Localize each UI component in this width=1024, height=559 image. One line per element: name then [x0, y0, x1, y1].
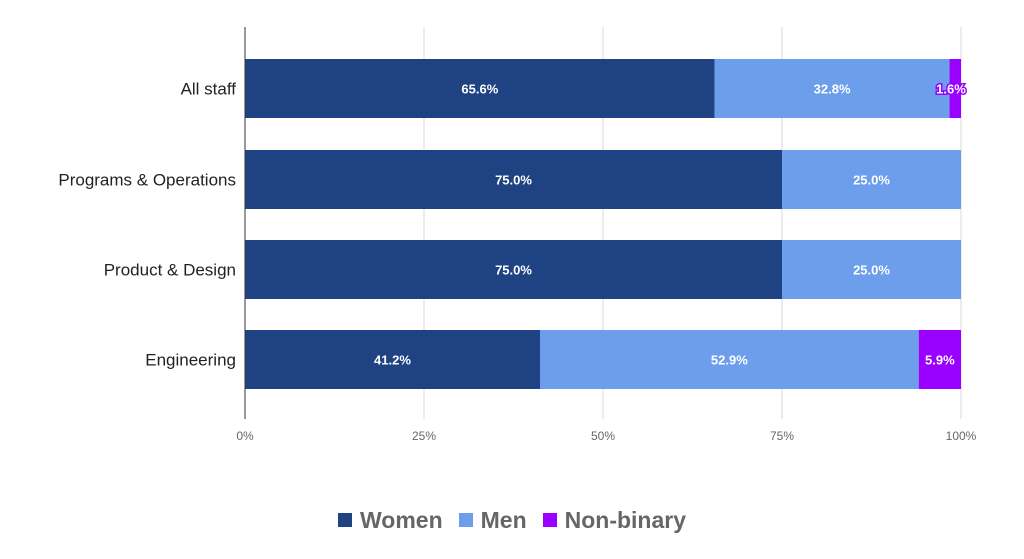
bar-segment — [949, 59, 961, 118]
data-label: 25.0% — [853, 173, 890, 188]
bar-segment — [245, 59, 715, 118]
data-label: 1.6% — [936, 82, 966, 97]
bar-segment — [782, 240, 961, 299]
x-tick-label: 75% — [770, 429, 794, 443]
bar-segment — [782, 150, 961, 209]
x-tick-labels: 0% 25% 50% 75% 100% — [236, 429, 976, 443]
legend-label-women: Women — [359, 506, 443, 533]
x-tick-label: 100% — [946, 429, 977, 443]
data-label: 5.9% — [925, 353, 955, 368]
bar-segment — [714, 59, 950, 118]
stacked-bar-chart: All staff Programs & Operations Product & … — [58, 27, 977, 443]
legend-swatch-men — [458, 513, 473, 527]
x-tick-label: 0% — [236, 429, 254, 443]
category-labels: All staff Programs & Operations Product & … — [58, 80, 236, 370]
bar-segment — [245, 330, 540, 389]
x-tick-label: 50% — [591, 429, 615, 443]
data-label: 75.0% — [495, 173, 532, 188]
legend-label-non-binary: Non-binary — [564, 506, 687, 533]
legend-swatch-non-binary — [542, 513, 557, 527]
data-label: 25.0% — [853, 263, 890, 278]
legend-item-men: Men — [458, 506, 527, 534]
category-label: Product & Design — [104, 261, 236, 280]
x-tick-label: 25% — [412, 429, 436, 443]
category-label: Programs & Operations — [58, 171, 236, 190]
legend: Women Men Non-binary — [0, 503, 1024, 537]
data-label: 75.0% — [495, 263, 532, 278]
bar-segment — [539, 330, 919, 389]
legend-swatch-women — [337, 513, 352, 527]
legend-item-women: Women — [337, 506, 443, 534]
bar-segment — [245, 240, 782, 299]
bar-segment — [245, 150, 782, 209]
bars — [245, 59, 961, 389]
legend-item-non-binary: Non-binary — [542, 506, 687, 534]
category-label: All staff — [181, 80, 237, 99]
bar-segment — [918, 330, 961, 389]
data-labels: 65.6% 32.8% 1.6% 75.0% 25.0% 75.0% 25.0% 41.2% 5… — [374, 80, 968, 368]
data-label: 32.8% — [814, 82, 851, 97]
data-label: 52.9% — [711, 353, 748, 368]
legend-label-men: Men — [480, 506, 527, 533]
data-label: 65.6% — [461, 82, 498, 97]
category-label: Engineering — [145, 351, 236, 370]
data-label: 41.2% — [374, 353, 411, 368]
